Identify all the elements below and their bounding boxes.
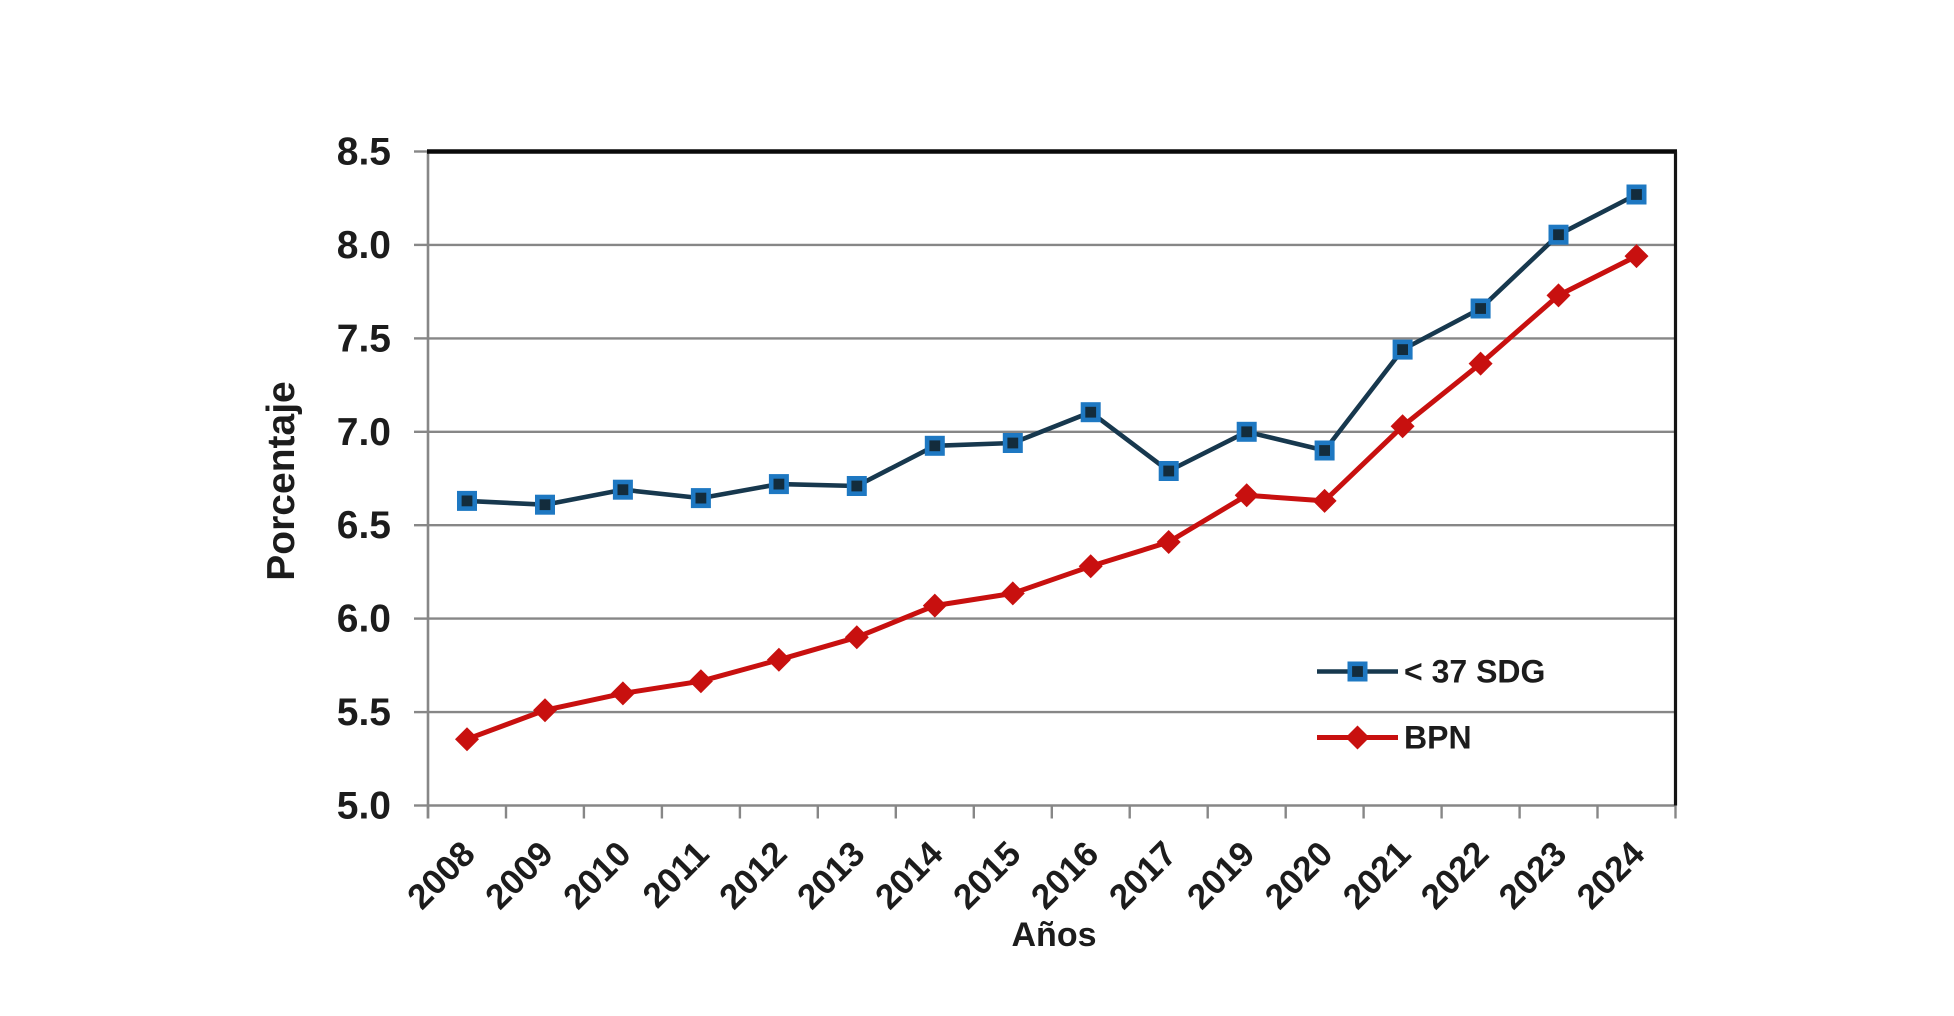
svg-text:8.0: 8.0 [337, 224, 391, 267]
svg-text:5.5: 5.5 [337, 691, 391, 734]
svg-text:7.5: 7.5 [337, 317, 391, 360]
svg-text:< 37 SDG: < 37 SDG [1404, 654, 1545, 690]
svg-text:6.5: 6.5 [337, 504, 391, 547]
svg-text:BPN: BPN [1404, 720, 1472, 756]
svg-text:Porcentaje: Porcentaje [260, 381, 303, 580]
svg-text:7.0: 7.0 [337, 411, 391, 454]
svg-text:8.5: 8.5 [337, 131, 391, 174]
svg-text:6.0: 6.0 [337, 598, 391, 641]
svg-text:Años: Años [1012, 916, 1097, 954]
svg-text:5.0: 5.0 [337, 785, 391, 828]
